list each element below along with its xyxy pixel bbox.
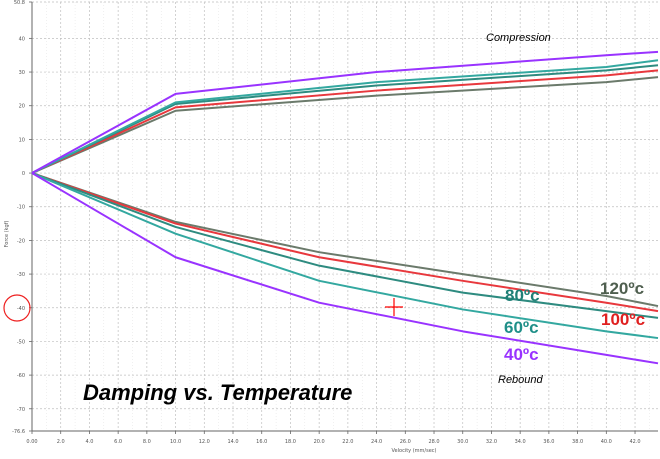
y-tick-label: -50 <box>17 339 25 345</box>
x-tick-label: 22.0 <box>342 439 353 445</box>
y-axis-title: Force (kgf) <box>4 221 10 248</box>
x-tick-label: 30.0 <box>457 439 468 445</box>
x-tick-label: 26.0 <box>400 439 411 445</box>
x-tick-labels: 0.00 2.0 4.0 6.0 8.0 10.0 12.0 14.0 16.0 18.0 20.0… <box>26 431 641 445</box>
series-line-rebound <box>31 172 659 313</box>
x-tick-label: 38.0 <box>572 439 583 445</box>
series-line-compression <box>31 59 659 174</box>
series-line-rebound <box>31 172 659 319</box>
y-tick-label: -30 <box>17 272 25 278</box>
y-tick-label: 50.8 <box>14 0 25 6</box>
x-tick-label: 2.0 <box>57 439 65 445</box>
x-tick-label: 40.0 <box>601 439 612 445</box>
y-tick-label: 20 <box>19 104 25 110</box>
x-tick-label: 12.0 <box>199 439 210 445</box>
series-line-rebound <box>31 172 659 340</box>
x-tick-label: 42.0 <box>629 439 640 445</box>
x-tick-label: 24.0 <box>371 439 382 445</box>
x-tick-label: 34.0 <box>515 439 526 445</box>
y-tick-label: -10 <box>17 205 25 211</box>
x-tick-label: 32.0 <box>486 439 497 445</box>
series-label: 100ºc <box>601 310 645 329</box>
series-lines <box>31 50 659 365</box>
series-labels: 40ºc 60ºc 80ºc 100ºc 120ºc <box>504 279 645 364</box>
x-tick-label: 28.0 <box>428 439 439 445</box>
x-tick-label: 4.0 <box>85 439 93 445</box>
y-tick-label: -40 <box>17 306 25 312</box>
rebound-label: Rebound <box>498 374 544 386</box>
series-label: 60ºc <box>504 318 539 337</box>
y-tick-label: -70 <box>17 407 25 413</box>
y-tick-label: -20 <box>17 238 25 244</box>
series-line-compression <box>31 76 659 174</box>
series-line-compression <box>31 50 659 174</box>
series-label: 120ºc <box>600 279 644 298</box>
y-tick-label: 10 <box>19 137 25 143</box>
x-tick-label: 36.0 <box>543 439 554 445</box>
y-tick-label: -60 <box>17 373 25 379</box>
y-tick-label: 30 <box>19 70 25 76</box>
chart-title: Damping vs. Temperature <box>83 380 352 405</box>
series-line-compression <box>31 69 659 174</box>
y-tick-labels: 50.8 40 30 20 10 0 -10 -20 -30 -40 -50 -60 -70 -76.6 <box>12 0 32 435</box>
highlight-circle <box>3 294 31 322</box>
series-line-rebound <box>31 172 659 365</box>
crosshair-marker <box>385 298 403 316</box>
x-tick-label: 16.0 <box>256 439 267 445</box>
x-tick-label: 8.0 <box>143 439 151 445</box>
y-tick-label: -76.6 <box>12 429 25 435</box>
series-line-rebound <box>31 172 659 308</box>
series-label: 80ºc <box>505 286 540 305</box>
x-tick-label: 14.0 <box>227 439 238 445</box>
x-axis-title: Velocity (mm/sec) <box>392 448 437 454</box>
y-tick-label: 40 <box>19 36 25 42</box>
axes <box>31 2 658 432</box>
series-label: 40ºc <box>504 345 539 364</box>
x-tick-label: 18.0 <box>285 439 296 445</box>
x-tick-label: 6.0 <box>114 439 122 445</box>
y-tick-label: 0 <box>22 171 25 177</box>
x-tick-label: 10.0 <box>170 439 181 445</box>
series-line-compression <box>31 64 659 174</box>
compression-label: Compression <box>486 32 551 44</box>
x-tick-label: 0.00 <box>26 439 37 445</box>
x-tick-label: 20.0 <box>314 439 325 445</box>
grid <box>31 1 658 432</box>
